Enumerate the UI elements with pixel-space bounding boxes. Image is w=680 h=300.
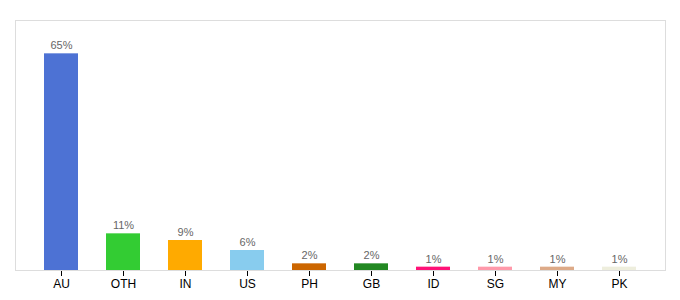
svg-text:1%: 1% (612, 253, 628, 265)
svg-text:US: US (239, 277, 256, 291)
svg-text:GB: GB (363, 277, 380, 291)
svg-text:1%: 1% (550, 253, 566, 265)
svg-text:65%: 65% (50, 39, 72, 51)
svg-text:9%: 9% (178, 226, 194, 238)
svg-text:SG: SG (487, 277, 504, 291)
svg-text:6%: 6% (240, 236, 256, 248)
svg-text:2%: 2% (302, 249, 318, 261)
svg-text:PK: PK (611, 277, 627, 291)
svg-text:OTH: OTH (111, 277, 136, 291)
svg-text:MY: MY (549, 277, 567, 291)
svg-text:1%: 1% (488, 253, 504, 265)
svg-text:AU: AU (53, 277, 70, 291)
svg-text:11%: 11% (113, 219, 134, 231)
svg-text:2%: 2% (364, 249, 380, 261)
svg-text:PH: PH (301, 277, 318, 291)
svg-text:1%: 1% (426, 253, 442, 265)
svg-text:ID: ID (428, 277, 440, 291)
svg-text:IN: IN (180, 277, 192, 291)
